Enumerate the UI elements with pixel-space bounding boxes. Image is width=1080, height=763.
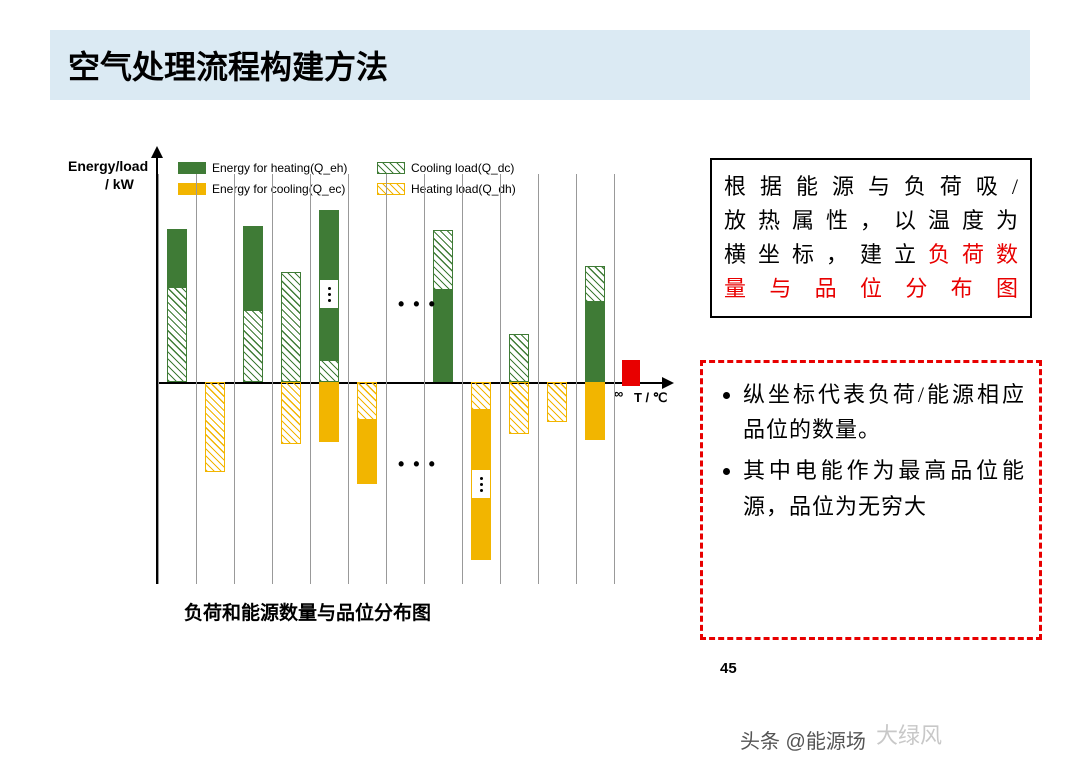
gridline	[386, 174, 387, 584]
bar-hatch-g	[433, 230, 453, 290]
gridline	[576, 174, 577, 584]
page-number: 45	[720, 660, 737, 677]
red-infinity-marker	[622, 360, 640, 386]
bar-break-dots	[320, 280, 338, 308]
gridline	[310, 174, 311, 584]
bar-hatch-g	[167, 287, 187, 382]
y-label-1: Energy/load	[68, 158, 148, 174]
bar-hatch-y	[547, 382, 567, 422]
bar-solid-y	[471, 410, 491, 560]
bar-hatch-g	[509, 334, 529, 382]
ellipsis: • • •	[398, 454, 437, 475]
gridline	[272, 174, 273, 584]
notes-box: 纵坐标代表负荷/能源相应品位的数量。 其中电能作为最高品位能源，品位为无穷大	[700, 360, 1042, 640]
x-infinity: ∞	[614, 386, 623, 401]
bar-hatch-g	[243, 310, 263, 382]
gridline	[538, 174, 539, 584]
footer-credit: 头条 @能源场	[0, 715, 1080, 763]
gridline	[158, 174, 159, 584]
bar-solid-g	[243, 226, 263, 310]
ellipsis: • • •	[398, 294, 437, 315]
chart: Energy/load / kW Energy for heating(Q_eh…	[50, 158, 680, 628]
bar-solid-y	[357, 420, 377, 484]
y-arrow	[151, 146, 163, 158]
x-label: T / ℃	[634, 390, 667, 406]
bar-hatch-g	[585, 266, 605, 302]
page-title: 空气处理流程构建方法	[68, 42, 388, 88]
plot-area: • • • • • •	[158, 174, 614, 584]
gridline	[462, 174, 463, 584]
bar-hatch-y	[509, 382, 529, 434]
gridline	[348, 174, 349, 584]
x-arrow	[662, 377, 674, 389]
bar-break-dots	[472, 470, 490, 498]
gridline	[196, 174, 197, 584]
bar-solid-g	[167, 229, 187, 287]
gridline	[234, 174, 235, 584]
bar-solid-y	[585, 382, 605, 440]
y-label-2: / kW	[105, 176, 134, 192]
chart-caption: 负荷和能源数量与品位分布图	[184, 598, 431, 625]
bar-solid-g	[319, 210, 339, 360]
description-box: 根据能源与负荷吸/ 放热属性，以温度为 横坐标，建立负荷数 量与品位分布图	[710, 158, 1032, 318]
gridline	[614, 174, 615, 584]
title-bar: 空气处理流程构建方法	[50, 30, 1030, 100]
bar-solid-y	[319, 382, 339, 442]
note-2: 其中电能作为最高品位能源，品位为无穷大	[743, 453, 1025, 523]
bar-hatch-y	[281, 382, 301, 444]
note-1: 纵坐标代表负荷/能源相应品位的数量。	[743, 377, 1025, 447]
swatch-solid-green	[178, 162, 206, 174]
gridline	[500, 174, 501, 584]
bar-hatch-g	[281, 272, 301, 382]
bar-hatch-g	[319, 360, 339, 382]
swatch-hatch-green	[377, 162, 405, 174]
gridline	[424, 174, 425, 584]
bar-hatch-y	[357, 382, 377, 420]
bar-hatch-y	[205, 382, 225, 472]
bar-hatch-y	[471, 382, 491, 410]
bar-solid-g	[585, 302, 605, 382]
